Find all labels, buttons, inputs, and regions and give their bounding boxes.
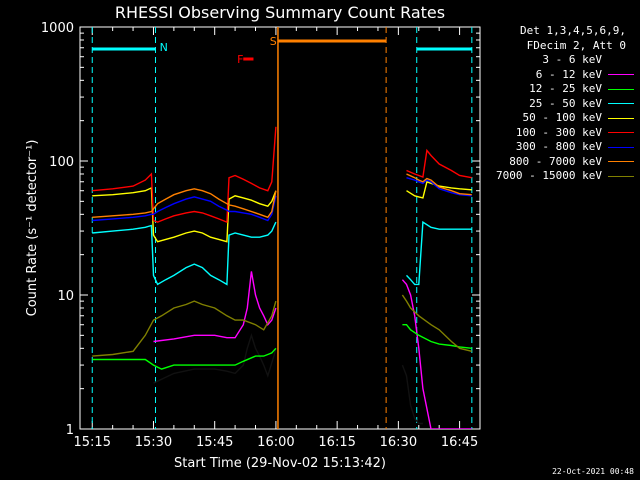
series-line-6 [92,177,472,222]
y-tick-label: 100 [49,155,74,170]
legend-entry: 50 - 100 keV [486,111,634,126]
legend-label: 12 - 25 keV [529,82,602,95]
legend-swatch [608,59,634,61]
x-tick-label: 16:15 [318,435,355,450]
series-line-3 [92,220,472,286]
legend-entry: 6 - 12 keV [486,68,634,83]
series-line-8 [92,294,472,357]
saa-label: S [270,35,277,48]
legend-label: 50 - 100 keV [522,111,602,124]
legend-entry: 300 - 800 keV [486,140,634,155]
chart-title: RHESSI Observing Summary Count Rates [115,3,445,22]
legend-label: 7000 - 15000 keV [496,169,602,182]
legend-entry: 800 - 7000 keV [486,155,634,170]
legend-label: 100 - 300 keV [515,125,602,139]
x-tick-label: 16:30 [380,435,417,450]
x-tick-label: 15:30 [135,435,172,450]
x-tick-label: 15:45 [196,435,233,450]
legend: Det 1,3,4,5,6,9, FDecim 2, Att 0 3 - 6 k… [486,24,634,184]
y-tick-label: 10 [57,289,74,304]
legend-header-line-1: Det 1,3,4,5,6,9, [520,24,626,37]
y-axis-label: Count Rate (s⁻¹ detector⁻¹) [25,140,40,317]
legend-swatch [608,74,634,76]
legend-label: 300 - 800 keV [515,140,602,153]
footer-timestamp: 22-Oct-2021 00:48 [552,467,634,476]
legend-label: 25 - 50 keV [529,96,602,110]
legend-swatch [608,175,634,177]
x-tick-label: 15:15 [74,435,111,450]
series-line-4 [92,180,472,243]
x-tick-label: 16:00 [257,435,294,450]
legend-entry: 7000 - 15000 keV [486,169,634,184]
x-tick-label: 16:45 [441,435,478,450]
x-axis-label: Start Time (29-Nov-02 15:13:42) [174,456,386,471]
y-tick-label: 1000 [41,21,74,36]
plot-area: 1 10 100 1000 15:15 15:30 15:45 16:00 16:15 16:30… [41,21,481,450]
legend-entry: 100 - 300 keV [486,126,634,141]
legend-swatch [608,103,634,105]
legend-entry: 3 - 6 keV [486,53,634,68]
flare-label: F [237,53,243,66]
series-line-0 [153,332,423,425]
legend-label: 6 - 12 keV [535,67,602,81]
night-label: N [160,41,168,54]
series-line-7 [92,173,472,219]
legend-label: 3 - 6 keV [542,53,602,66]
series-line-2 [92,324,472,370]
legend-swatch [608,146,634,148]
legend-swatch [608,88,634,90]
legend-swatch [608,132,634,134]
legend-header-line-2: FDecim 2, Att 0 [526,38,626,52]
legend-label: 800 - 7000 keV [509,154,602,168]
legend-swatch [608,161,634,163]
series-line-1 [153,271,472,429]
y-tick-label: 1 [66,423,74,438]
series-line-5 [92,126,472,224]
legend-entry: 25 - 50 keV [486,97,634,112]
legend-swatch [608,117,634,119]
axes-frame [79,26,481,430]
legend-entry: 12 - 25 keV [486,82,634,97]
